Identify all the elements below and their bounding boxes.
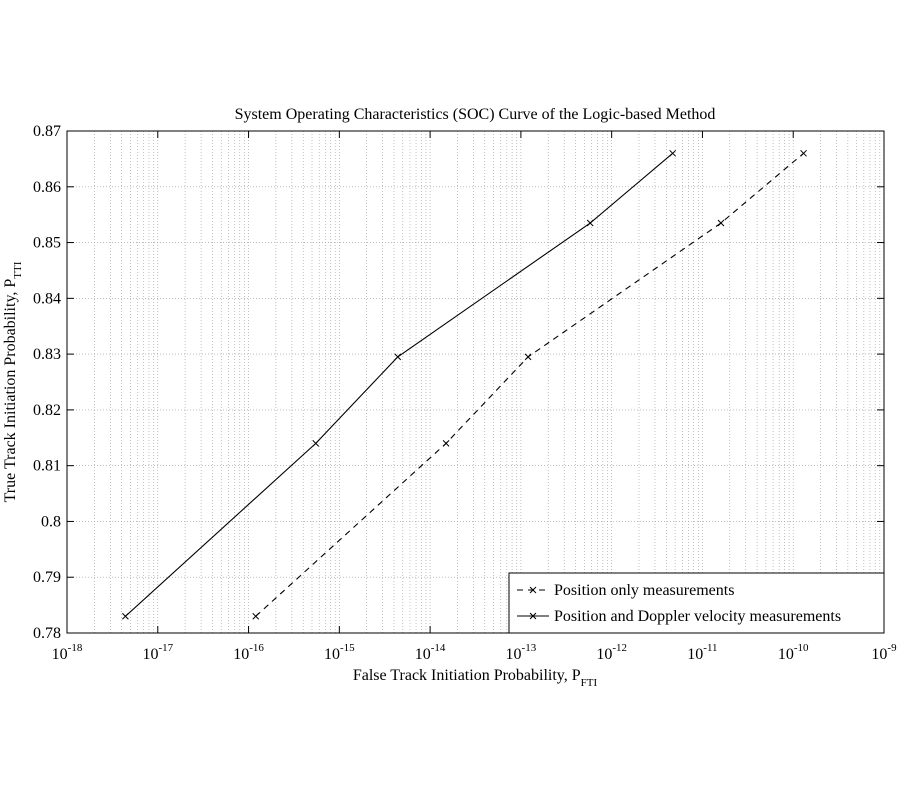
legend-marker <box>529 612 537 620</box>
x-tick-base: 10 <box>778 646 794 663</box>
point-marker <box>442 440 450 447</box>
x-tick-exponent: -10 <box>794 642 809 654</box>
y-tick-label: 0.85 <box>33 235 61 252</box>
x-tick-label: 10-13 <box>506 642 537 663</box>
y-tick-label: 0.78 <box>33 625 61 642</box>
point-marker <box>122 612 129 620</box>
x-tick-label: 10-15 <box>324 642 355 663</box>
x-tick-base: 10 <box>687 646 703 663</box>
x-tick-label: 10-11 <box>687 642 717 663</box>
x-tick-base: 10 <box>415 646 431 663</box>
point-marker <box>669 149 677 157</box>
y-tick-label: 0.8 <box>41 513 61 530</box>
x-tick-base: 10 <box>596 646 612 663</box>
x-tick-exponent: -11 <box>703 642 717 654</box>
x-tick-exponent: -13 <box>522 642 537 654</box>
legend-label: Position only measurements <box>554 582 734 599</box>
point-marker <box>717 219 725 227</box>
x-tick-label: 10-9 <box>871 642 897 663</box>
y-tick-label: 0.83 <box>33 346 61 363</box>
x-tick-label: 10-14 <box>415 642 446 663</box>
x-tick-exponent: -12 <box>612 642 627 654</box>
point-marker <box>524 353 532 361</box>
point-marker <box>394 353 402 361</box>
x-tick-label: 10-12 <box>596 642 627 663</box>
x-tick-exponent: -18 <box>68 642 83 654</box>
y-tick-label: 0.82 <box>33 402 61 419</box>
x-axis-label-text: False Track Initiation Probability, P <box>353 667 581 684</box>
plot-frame <box>66 130 885 634</box>
x-tick-label: 10-18 <box>52 642 83 663</box>
x-tick-base: 10 <box>233 646 249 663</box>
x-tick-exponent: -16 <box>249 642 264 654</box>
y-tick-label: 0.86 <box>33 179 61 196</box>
x-tick-exponent: -14 <box>431 642 446 654</box>
point-marker <box>586 219 594 227</box>
x-tick-base: 10 <box>52 646 68 663</box>
x-axis-label-subscript: FTI <box>581 677 598 689</box>
x-tick-label: 10-10 <box>778 642 809 663</box>
x-tick-base: 10 <box>871 646 887 663</box>
y-tick-label: 0.84 <box>33 290 61 307</box>
x-tick-exponent: -15 <box>340 642 355 654</box>
x-tick-exponent: -9 <box>887 642 897 654</box>
y-tick-label: 0.81 <box>33 458 61 475</box>
y-tick-label: 0.79 <box>33 569 61 586</box>
x-tick-base: 10 <box>506 646 522 663</box>
x-axis-label: False Track Initiation Probability, PFTI <box>353 667 598 689</box>
legend-label: Position and Doppler velocity measuremen… <box>554 608 841 625</box>
point-marker <box>312 440 320 447</box>
y-axis-label-text: True Track Initiation Probability, P <box>2 279 19 503</box>
point-marker <box>252 612 260 620</box>
y-tick-label: 0.87 <box>33 123 61 140</box>
x-tick-label: 10-16 <box>233 642 264 663</box>
x-tick-exponent: -17 <box>158 642 173 654</box>
y-axis-label-subscript: TTI <box>12 261 24 278</box>
chart-title: System Operating Characteristics (SOC) C… <box>235 106 716 123</box>
legend-marker <box>529 586 537 594</box>
x-tick-base: 10 <box>324 646 340 663</box>
x-tick-label: 10-17 <box>142 642 173 663</box>
y-axis-label: True Track Initiation Probability, PTTI <box>2 261 24 502</box>
point-marker <box>800 149 807 157</box>
legend-box <box>508 572 885 634</box>
x-tick-base: 10 <box>142 646 158 663</box>
